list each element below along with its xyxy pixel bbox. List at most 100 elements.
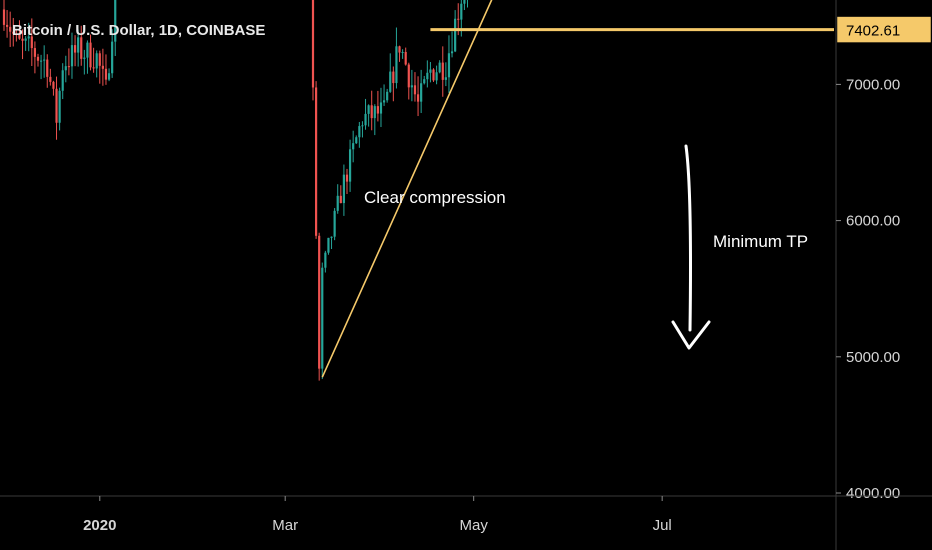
candle-body — [24, 38, 27, 41]
candle-body — [450, 51, 454, 54]
price-axis: 4000.005000.006000.007000.008000.0011000… — [835, 0, 931, 550]
candle-body — [314, 87, 318, 236]
candle-body — [435, 72, 438, 81]
chart-overlay — [321, 0, 711, 378]
candle-body — [36, 56, 40, 61]
candle-body — [73, 45, 77, 53]
candle-body — [2, 9, 6, 25]
candle-body — [423, 79, 426, 84]
y-tick-label: 5000.00 — [846, 349, 900, 366]
candle-body — [355, 137, 358, 144]
candle-body — [18, 34, 21, 39]
candle-body — [429, 69, 432, 73]
candle-body — [463, 0, 466, 4]
candle-body — [101, 65, 104, 69]
candle-body — [67, 66, 70, 68]
candle-body — [12, 31, 15, 34]
candle-body — [432, 69, 435, 81]
candle-body — [30, 36, 33, 49]
ascending-trendline — [321, 0, 493, 378]
candle-body — [376, 106, 379, 114]
candle-body — [58, 90, 61, 123]
price-label-box — [837, 16, 931, 43]
candle-body — [416, 94, 420, 102]
candle-body — [398, 46, 401, 53]
candle-body — [83, 57, 86, 59]
candle-body — [98, 53, 101, 66]
candle-body — [454, 18, 457, 52]
candle-body — [348, 149, 352, 182]
candle-body — [21, 38, 24, 41]
candle-body — [345, 174, 349, 182]
candle-body — [330, 236, 333, 238]
x-tick-label: Jul — [653, 517, 672, 534]
x-tick-label: May — [460, 517, 489, 534]
candle-body — [64, 66, 67, 71]
candle-body — [311, 0, 315, 88]
compression-annotation: Clear compression — [364, 188, 506, 207]
candle-body — [373, 106, 376, 119]
time-axis: 2020 Mar May Jul — [0, 495, 932, 534]
candle-body — [386, 91, 389, 101]
candle-body — [404, 52, 407, 65]
candle-body — [9, 26, 12, 32]
candle-body — [80, 37, 83, 59]
candle-body — [358, 126, 361, 138]
candle-body — [438, 62, 441, 73]
y-tick-label: 7000.00 — [846, 76, 900, 93]
horizontal-lines — [430, 28, 834, 32]
candle-body — [426, 72, 429, 80]
candle-body — [55, 88, 58, 123]
candle-body — [336, 195, 339, 211]
candle-body — [447, 53, 451, 78]
candle-body — [43, 59, 46, 61]
price-label-text: 7402.61 — [846, 23, 900, 40]
candle-body — [410, 85, 413, 88]
down-arrow-shaft — [684, 144, 692, 332]
candle-body — [395, 46, 398, 84]
candle-body — [92, 67, 95, 69]
candle-body — [333, 210, 336, 237]
candle-body — [15, 33, 18, 35]
candles — [2, 0, 468, 381]
candle-body — [321, 267, 324, 369]
candle-body — [52, 81, 55, 89]
candle-body — [413, 85, 417, 95]
candle-body — [382, 100, 386, 103]
candle-body — [324, 252, 327, 268]
candle-body — [107, 73, 111, 80]
candle-body — [46, 59, 49, 77]
candle-body — [86, 42, 89, 58]
candle-body — [444, 77, 447, 80]
candle-body — [49, 76, 52, 82]
candle-body — [77, 37, 80, 53]
candle-body — [318, 235, 321, 369]
candle-body — [367, 105, 370, 114]
candle-body — [364, 113, 367, 126]
candle-body — [389, 71, 392, 92]
x-tick-label: Mar — [272, 517, 298, 534]
candle-body — [111, 41, 114, 74]
y-tick-label: 4000.00 — [846, 485, 900, 502]
candle-body — [89, 42, 92, 68]
candle-body — [327, 237, 330, 253]
candle-body — [104, 68, 108, 80]
candle-body — [27, 36, 30, 39]
candle-body — [352, 143, 355, 150]
candle-body — [5, 24, 9, 27]
down-arrow-head — [671, 320, 711, 350]
candle-body — [361, 125, 364, 127]
candle-body — [61, 70, 64, 91]
x-tick-label: 2020 — [83, 517, 116, 534]
candle-body — [401, 52, 404, 54]
candle-body — [420, 83, 423, 102]
candle-body — [379, 102, 383, 114]
candle-body — [70, 45, 74, 67]
candle-body — [407, 64, 410, 88]
candle-body — [339, 195, 342, 204]
candle-body — [370, 105, 373, 119]
candle-body — [39, 60, 43, 62]
y-tick-label: 6000.00 — [846, 213, 900, 230]
candle-body — [457, 18, 460, 20]
